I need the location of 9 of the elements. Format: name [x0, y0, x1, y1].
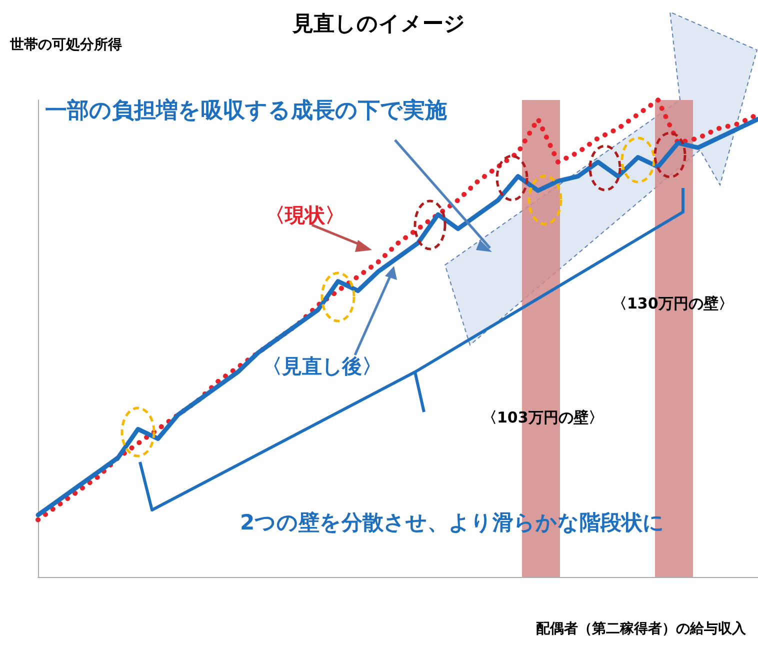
annotation: 〈130万円の壁〉: [612, 294, 734, 312]
y-axis-title: 世帯の可処分所得: [9, 37, 122, 53]
annotation: 〈103万円の壁〉: [482, 408, 604, 426]
annotation: 一部の負担増を吸収する成長の下で実施: [45, 98, 447, 124]
x-axis-title: 配偶者（第二稼得者）の給与収入: [536, 620, 747, 637]
chart-title: 見直しのイメージ: [292, 12, 466, 36]
annotation: 2つの壁を分散させ、より滑らかな階段状に: [240, 510, 665, 534]
text: 〈現状〉: [265, 203, 345, 227]
series-label: 〈見直し後〉: [262, 354, 382, 378]
